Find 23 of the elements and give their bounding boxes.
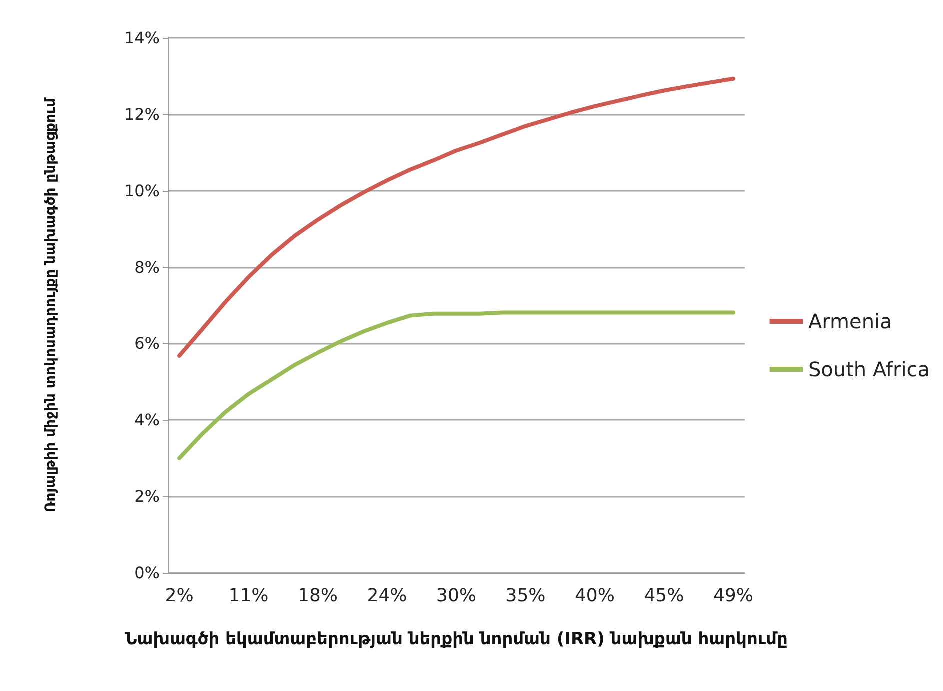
y-tick-label: 6%: [134, 334, 160, 354]
y-tick-label: 8%: [134, 258, 160, 277]
y-tick-label: 10%: [124, 181, 160, 200]
x-tick-label: 35%: [506, 586, 546, 606]
line-series: [178, 310, 736, 460]
legend-label: Armenia: [808, 310, 892, 334]
x-tick-label: 11%: [228, 586, 269, 606]
x-tick-label: 40%: [574, 586, 615, 606]
x-tick-label: 45%: [644, 586, 684, 606]
x-tick-label: 30%: [436, 586, 477, 606]
y-tick-label: 0%: [134, 564, 160, 582]
y-tick-label: 2%: [134, 487, 160, 506]
line-series: [178, 76, 736, 358]
y-tick-label: 4%: [134, 410, 160, 430]
legend-label: South Africa: [808, 358, 930, 382]
y-tick-label: 14%: [124, 28, 160, 48]
x-tick-label: 18%: [298, 586, 338, 606]
y-tick-label: 12%: [124, 104, 160, 124]
y-axis-title: Ռոյալթիի միջին տոկոսադրույքը նախագծի ընթացքում: [43, 97, 59, 513]
x-tick-label: 24%: [367, 586, 408, 606]
x-tick-label: 2%: [165, 586, 194, 606]
x-axis-title: Նախագծի եկամտաբերության ներքին նորման (IRR) նախքան հարկումը: [125, 630, 788, 650]
x-tick-label: 49%: [713, 586, 754, 606]
